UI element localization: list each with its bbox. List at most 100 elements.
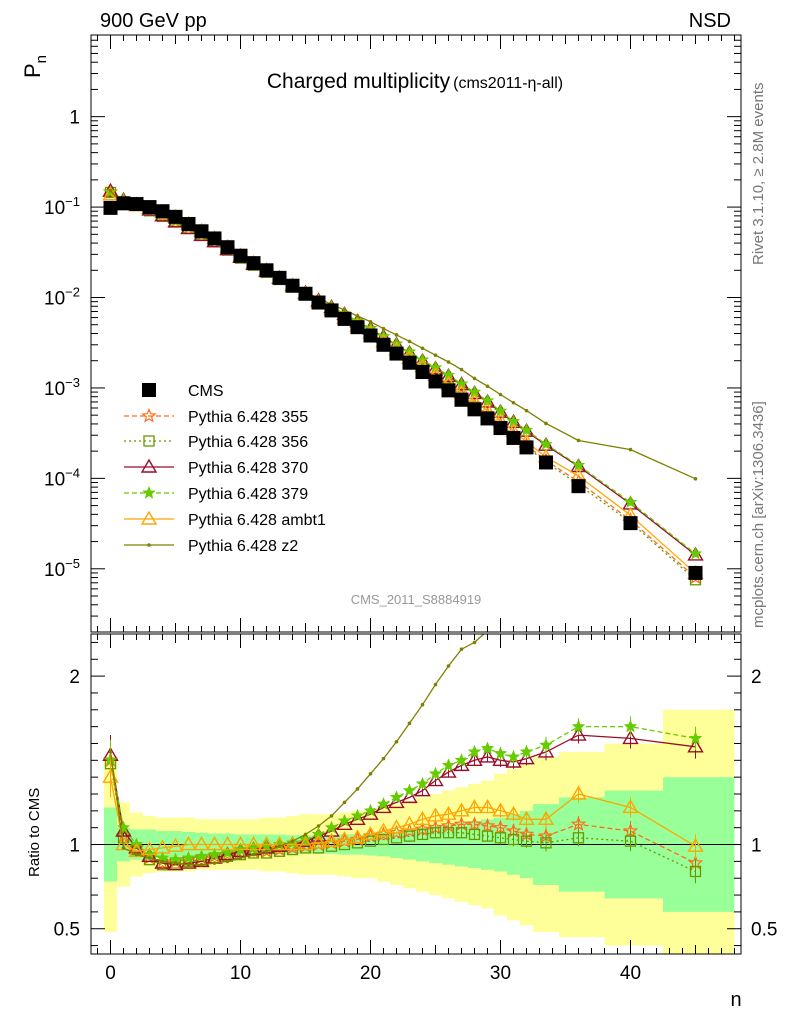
- cms-point: [103, 200, 118, 215]
- cms-point: [688, 565, 703, 580]
- series-4-point-ratio: [193, 836, 210, 851]
- x-tick-label: 10: [230, 963, 251, 984]
- series-5-point-ratio: [525, 582, 529, 586]
- series-5-point-ratio: [134, 852, 139, 857]
- series-4-point-ratio: [622, 799, 639, 814]
- series-5-point-ratio: [433, 682, 438, 687]
- series-3-point-ratio: [376, 796, 391, 810]
- series-3-point-ratio: [428, 766, 443, 780]
- cms-point: [376, 337, 391, 352]
- series-4-point-ratio: [401, 815, 418, 831]
- ratio-y-tick-label: 1: [69, 836, 80, 857]
- series-5-point-upper: [108, 188, 113, 193]
- series-4-point-ratio: [388, 819, 405, 834]
- cms-point: [259, 263, 274, 278]
- cms-point: [350, 320, 365, 335]
- series-4-point-ratio: [492, 802, 509, 817]
- y-tick-label: 10−4: [44, 465, 80, 490]
- series-3-point-ratio: [324, 820, 339, 834]
- series-2-point-ratio: [349, 810, 366, 825]
- series-5-point-ratio: [316, 824, 321, 828]
- cms-point: [129, 197, 144, 212]
- cms-point: [298, 286, 313, 301]
- cms-point: [441, 383, 456, 398]
- series-5-point-ratio: [407, 721, 412, 726]
- series-4-point-ratio: [349, 829, 366, 844]
- legend-label-3: Pythia 6.428 379: [188, 486, 308, 503]
- series-1-point-ratio: [689, 865, 702, 878]
- cms-point: [519, 440, 534, 455]
- series-3-point-upper: [539, 437, 553, 451]
- cms-point: [623, 516, 638, 531]
- series-2-point-ratio: [336, 815, 353, 831]
- series-5-point-ratio: [290, 839, 295, 843]
- x-tick-label: 40: [620, 963, 641, 984]
- series-4-point-ratio: [466, 799, 483, 814]
- x-tick-label: 20: [360, 963, 381, 984]
- legend-cms-marker: [142, 383, 156, 397]
- cms-point: [539, 455, 553, 470]
- cms-point: [155, 204, 170, 219]
- series-5-point-upper: [446, 360, 451, 364]
- series-1-point-ratio: [403, 830, 416, 842]
- cms-point: [142, 200, 157, 215]
- series-3-point-ratio: [220, 845, 235, 859]
- series-3-point-ratio: [506, 749, 521, 763]
- series-0-point-ratio: [466, 816, 483, 831]
- ratio-y-tick-label-right: 0.5: [751, 920, 777, 941]
- series-1-point-ratio: [507, 833, 520, 846]
- series-3-point-ratio: [415, 776, 430, 790]
- series-1-point-ratio: [572, 832, 585, 844]
- ratio-y-tick-label: 2: [69, 667, 80, 688]
- legend-cms-label: CMS: [188, 383, 224, 400]
- series-3-point-ratio: [441, 758, 456, 772]
- series-5-point-ratio: [355, 787, 360, 791]
- series-2-point-ratio: [537, 743, 555, 758]
- series-3-point-ratio: [454, 753, 469, 767]
- series-4-point-ratio: [427, 807, 444, 822]
- series-3-point-ratio: [571, 719, 586, 733]
- series-0-point-ratio: [388, 824, 405, 840]
- series-2-point-ratio: [362, 805, 379, 820]
- series-5-point-ratio: [459, 647, 464, 651]
- upper-ylabel-sub: n: [33, 55, 50, 63]
- cms-point: [337, 311, 352, 326]
- legend-marker-2: [140, 458, 158, 473]
- series-3-point-ratio: [337, 813, 352, 827]
- series-1-point-ratio: [442, 827, 455, 839]
- series-5-point-ratio: [420, 702, 425, 707]
- series-5-point-upper: [628, 447, 633, 452]
- series-4-point-ratio: [414, 810, 431, 825]
- series-5-point-upper: [693, 476, 698, 481]
- cms-point: [272, 270, 287, 285]
- series-5-point-ratio: [394, 739, 399, 744]
- plot-title-sub: (cms2011-η-all): [453, 75, 563, 92]
- series-4-point-ratio: [375, 822, 392, 837]
- series-3-point-upper: [688, 546, 703, 560]
- series-3-point-ratio: [467, 744, 482, 758]
- header-left: 900 GeV pp: [100, 10, 207, 32]
- series-3-point-ratio: [539, 737, 553, 751]
- mcplots-reference-text: mcplots.cern.ch [arXiv:1306.3436]: [750, 401, 767, 628]
- series-1-point-ratio: [416, 828, 429, 841]
- series-2-point-ratio: [479, 748, 496, 763]
- series-4-point-ratio: [141, 841, 158, 856]
- cms-point: [428, 374, 443, 389]
- series-5-point-ratio: [544, 556, 548, 560]
- analysis-label: CMS_2011_S8884919: [351, 592, 482, 607]
- series-3-point-ratio: [389, 790, 404, 804]
- series-5-point-upper: [407, 339, 412, 344]
- cms-point: [571, 479, 586, 494]
- series-2-point-ratio: [622, 730, 639, 745]
- cms-point: [415, 365, 430, 380]
- series-5-point-ratio: [277, 844, 282, 849]
- cms-point: [324, 303, 339, 318]
- legend-marker-0: [141, 407, 157, 423]
- cms-point: [220, 240, 235, 255]
- series-5-point-ratio: [251, 852, 256, 857]
- series-1-point-ratio: [429, 827, 442, 839]
- cms-point: [493, 421, 508, 436]
- series-5-point-upper: [524, 408, 529, 413]
- legend: CMS Pythia 6.428 355 Pythia 6.428 356 Pythi…: [124, 383, 326, 555]
